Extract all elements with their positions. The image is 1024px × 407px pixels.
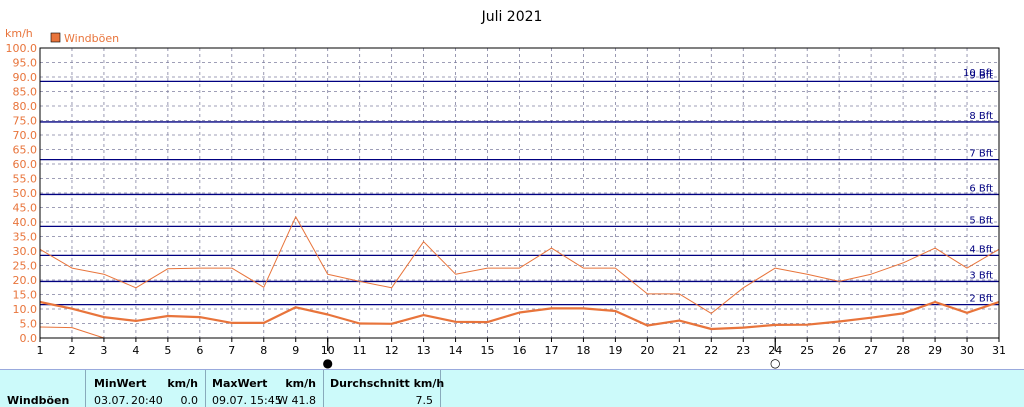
stats-min-time: 20:40 <box>131 394 163 407</box>
y-tick-label: 20.0 <box>13 274 38 287</box>
wind-gust-chart: Juli 2021 km/h Windböen 2 Bft 3 Bft 4 Bft 5… <box>5 9 1006 369</box>
y-tick-label: 85.0 <box>13 86 38 99</box>
x-tick-label: 26 <box>832 344 846 357</box>
x-tick-label: 15 <box>481 344 495 357</box>
stats-max-time: 15:45 <box>250 394 282 407</box>
y-tick-label: 10.0 <box>13 303 38 316</box>
series-average-line <box>39 300 1000 331</box>
new-moon-icon: ● <box>322 356 332 369</box>
x-tick-label: 20 <box>640 344 654 357</box>
beaufort-label: 4 Bft <box>969 244 993 255</box>
y-tick-label: 65.0 <box>13 144 38 157</box>
x-tick-label: 6 <box>196 344 203 357</box>
stats-min-unit: km/h <box>167 377 198 390</box>
chart-title: Juli 2021 <box>481 9 543 25</box>
y-tick-label: 55.0 <box>13 173 38 186</box>
x-tick-label: 9 <box>292 344 299 357</box>
stats-max-cell: MaxWert km/h 09.07. 15:45 W 41.8 <box>206 370 324 407</box>
y-tick-label: 25.0 <box>13 260 38 273</box>
y-tick-label: 90.0 <box>13 71 38 84</box>
beaufort-label: 3 Bft <box>969 270 993 281</box>
y-tick-label: 5.0 <box>20 318 38 331</box>
beaufort-label: 2 Bft <box>969 294 993 305</box>
stats-min-value: 0.0 <box>180 394 199 407</box>
x-tick-label: 4 <box>132 344 139 357</box>
x-tick-label: 8 <box>260 344 267 357</box>
stats-max-header: MaxWert <box>212 377 268 390</box>
beaufort-label: 9 Bft <box>969 70 993 81</box>
series-max-line <box>39 216 1000 314</box>
beaufort-label: 5 Bft <box>969 215 993 226</box>
stats-row-label-cell: Windböen <box>0 370 86 407</box>
x-tick-label: 21 <box>672 344 686 357</box>
x-tick-label: 27 <box>864 344 878 357</box>
series-group <box>39 216 1000 339</box>
x-tick-label: 18 <box>576 344 590 357</box>
y-tick-label: 45.0 <box>13 202 38 215</box>
y-tick-label: 95.0 <box>13 57 38 70</box>
y-tick-label: 60.0 <box>13 158 38 171</box>
stats-max-unit: km/h <box>285 377 316 390</box>
x-tick-label: 16 <box>513 344 527 357</box>
x-tick-label: 7 <box>228 344 235 357</box>
x-tick-label: 3 <box>100 344 107 357</box>
y-tick-label: 30.0 <box>13 245 38 258</box>
y-tick-label: 50.0 <box>13 187 38 200</box>
y-tick-label: 15.0 <box>13 289 38 302</box>
y-tick-label: 75.0 <box>13 115 38 128</box>
stats-max-date: 09.07. <box>212 394 247 407</box>
x-tick-labels: 1 2 3 4 5 6 7 8 9 10 11 12 13 14 15 16 17 18 19 20 21 22 23 24 2… <box>37 338 1006 357</box>
x-tick-label: 25 <box>800 344 814 357</box>
y-tick-label: 0.0 <box>20 332 38 345</box>
beaufort-label: 7 Bft <box>969 149 993 160</box>
x-tick-label: 30 <box>960 344 974 357</box>
x-tick-label: 2 <box>68 344 75 357</box>
stats-max-value: W 41.8 <box>277 394 316 407</box>
y-tick-label: 80.0 <box>13 100 38 113</box>
stats-avg-header: Durchschnitt km/h <box>330 377 445 390</box>
x-tick-label: 11 <box>353 344 367 357</box>
beaufort-label: 6 Bft <box>969 183 993 194</box>
y-tick-labels: 0.05.0 10.015.0 20.025.0 30.035.0 40.045.0 50… <box>6 42 38 345</box>
beaufort-label: 8 Bft <box>969 111 993 122</box>
y-tick-label: 100.0 <box>6 42 38 55</box>
x-tick-label: 13 <box>417 344 431 357</box>
legend-swatch <box>50 32 61 43</box>
legend: Windböen <box>50 32 119 45</box>
legend-label-windboeen: Windböen <box>64 32 119 45</box>
x-tick-label: 31 <box>992 344 1006 357</box>
stats-avg-value: 7.5 <box>415 394 434 407</box>
x-tick-label: 28 <box>896 344 910 357</box>
x-tick-label: 5 <box>164 344 171 357</box>
series-min-line <box>39 326 105 339</box>
y-tick-label: 40.0 <box>13 216 38 229</box>
x-tick-label: 22 <box>704 344 718 357</box>
beaufort-lines: 2 Bft 3 Bft 4 Bft 5 Bft 6 Bft 7 Bft 8 Bft 9 Bft… <box>40 68 999 306</box>
y-tick-label: 35.0 <box>13 231 38 244</box>
x-tick-label: 12 <box>385 344 399 357</box>
x-tick-label: 29 <box>928 344 942 357</box>
stats-avg-cell: Durchschnitt km/h 7.5 <box>324 370 445 407</box>
stats-min-cell: MinWert km/h 03.07. 20:40 0.0 <box>86 370 206 407</box>
x-tick-label: 1 <box>37 344 44 357</box>
stats-min-date: 03.07. <box>94 394 129 407</box>
x-tick-label: 23 <box>736 344 750 357</box>
stats-min-header: MinWert <box>94 377 147 390</box>
grid <box>39 47 1000 339</box>
x-tick-label: 17 <box>544 344 558 357</box>
plot-frame <box>39 47 1000 339</box>
stats-row-label: Windböen <box>7 394 70 407</box>
full-moon-icon: ○ <box>770 356 780 369</box>
beaufort-label: 10 Bft <box>963 68 993 79</box>
x-tick-label: 14 <box>449 344 463 357</box>
y-tick-label: 70.0 <box>13 129 38 142</box>
x-tick-label: 19 <box>608 344 622 357</box>
y-axis-unit: km/h <box>5 27 33 40</box>
moon-phase-markers: ● ○ <box>322 338 780 369</box>
statistics-bar: Windböen MinWert km/h 03.07. 20:40 0.0 M… <box>0 369 1024 407</box>
